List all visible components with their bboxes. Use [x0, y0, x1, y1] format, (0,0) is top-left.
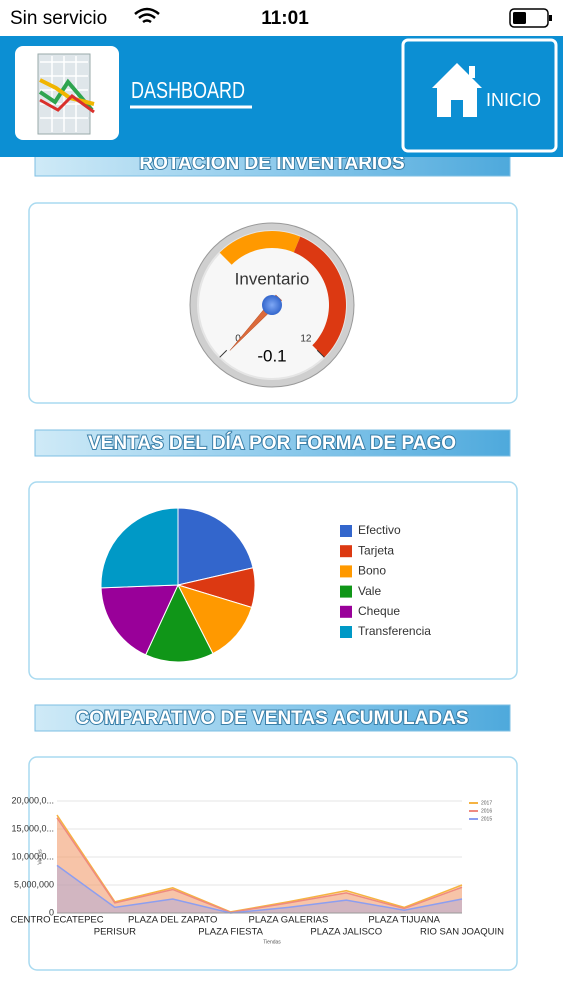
area-fill: [57, 817, 462, 913]
y-tick-label: 15,000,0...: [11, 823, 54, 833]
carrier: Sin servicio: [10, 8, 107, 29]
pie-slice: [177, 584, 253, 655]
legend-swatch: [340, 525, 352, 537]
x-tick-label: CENTRO ECATEPEC: [10, 915, 103, 926]
legend-swatch: [340, 605, 352, 618]
home-button-label[interactable]: INICIO: [486, 90, 541, 110]
battery-icon: [509, 8, 552, 28]
legend-label: Tarjeta: [358, 543, 394, 557]
header-title: DASHBOARD: [131, 77, 245, 103]
pie-slice: [100, 584, 179, 656]
x-tick-label: PLAZA GALERIAS: [249, 915, 329, 926]
y-tick-label: 20,000,0...: [11, 795, 54, 805]
x-tick-label: PLAZA JALISCO: [310, 927, 382, 938]
y-tick-label: 0: [49, 907, 54, 917]
home-button[interactable]: INICIO: [401, 38, 558, 153]
status-bar: [0, 0, 563, 36]
wifi-icon: [134, 7, 160, 24]
clock: 11:01: [261, 8, 309, 29]
area-fill: [57, 815, 462, 913]
gauge-hub: [262, 295, 282, 315]
pie-slice: [177, 507, 254, 586]
dashboard-section: COMPARATIVO DE VENTAS ACUMULADAS 0 5,000,0…: [10, 704, 518, 971]
legend-label: 2016: [481, 808, 492, 814]
gauge-band: [293, 236, 347, 358]
pie-slice: [100, 507, 179, 589]
home-button-frame[interactable]: [401, 38, 558, 153]
legend-label: 2015: [481, 816, 492, 822]
legend-label: Transferencia: [358, 624, 431, 638]
area-line: [56, 817, 463, 914]
y-axis-title: Ventas: [37, 849, 43, 865]
x-tick-label: PLAZA FIESTA: [198, 927, 263, 938]
section-title: COMPARATIVO DE VENTAS ACUMULADAS: [75, 708, 468, 729]
x-tick-label: PERISUR: [94, 927, 136, 938]
legend-swatch: [340, 626, 352, 638]
legend-label: 2017: [481, 800, 492, 806]
gauge-tick: [219, 349, 228, 358]
legend-label: Cheque: [358, 604, 400, 618]
legend-label: Bono: [358, 564, 386, 578]
area-fill: [57, 865, 462, 913]
gauge-tick-label: 0: [235, 334, 241, 345]
y-tick-label: 10,000,0...: [11, 851, 54, 861]
card: [28, 756, 518, 971]
legend-swatch: [340, 585, 352, 598]
x-tick-label: PLAZA DEL ZAPATO: [128, 915, 217, 926]
y-tick-label: 5,000,000: [14, 879, 54, 889]
section-banner: [34, 704, 511, 732]
gauge-label: Inventario: [235, 269, 310, 288]
legend-label: Vale: [358, 584, 381, 598]
section-banner: [34, 429, 511, 457]
area-line: [56, 864, 463, 914]
app-logo: [15, 46, 119, 140]
legend-swatch: [340, 565, 352, 578]
gauge-value: -0.1: [257, 346, 286, 365]
x-tick-label: PLAZA TIJUANA: [368, 915, 440, 926]
area-line: [56, 814, 463, 913]
section-title: VENTAS DEL DÍA POR FORMA DE PAGO: [88, 432, 456, 454]
gauge-band: [219, 231, 301, 265]
gauge-tick: [316, 349, 325, 358]
x-tick-label: RIO SAN JOAQUIN: [420, 927, 504, 938]
gauge-tick-label: 12: [300, 334, 312, 345]
x-axis-title: Tiendas: [263, 939, 281, 945]
dashboard-section: VENTAS DEL DÍA POR FORMA DE PAGO Efectivo…: [28, 429, 518, 680]
legend-label: Efectivo: [358, 523, 401, 537]
legend-swatch: [340, 545, 352, 558]
pie-slice: [144, 583, 214, 663]
